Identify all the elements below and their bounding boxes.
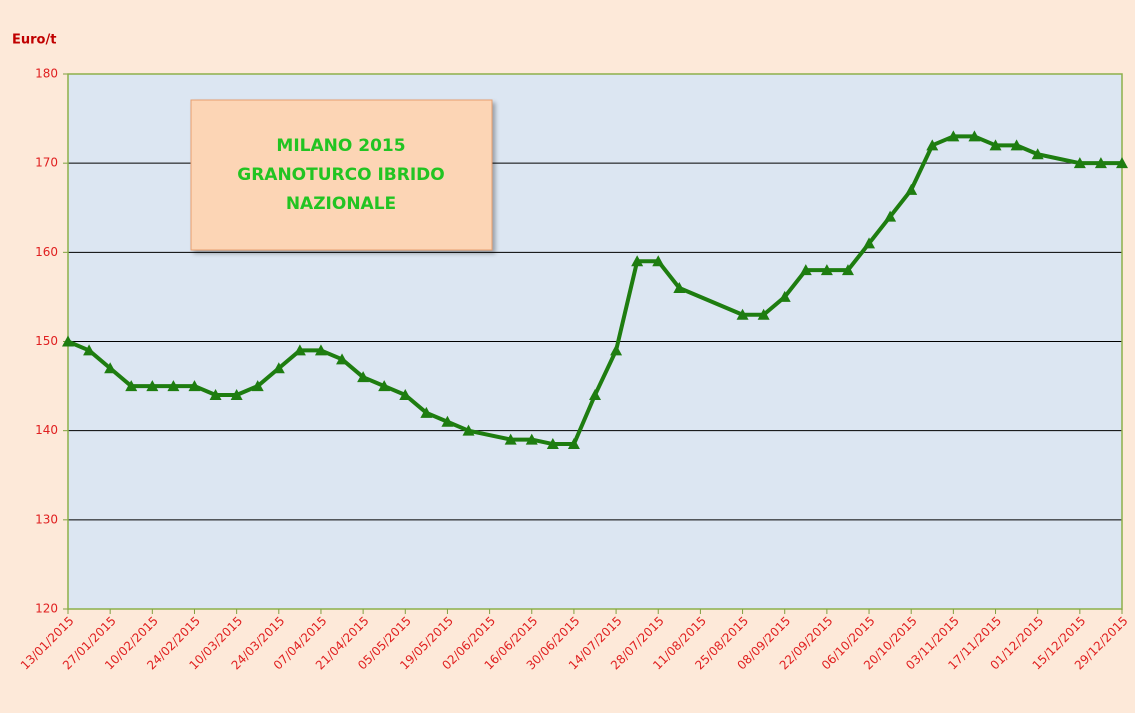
marker [167,380,180,392]
marker [778,290,791,302]
annotation-box [190,99,493,251]
marker [441,415,454,427]
annotation-text: MILANO 2015 [276,136,405,156]
marker [1031,148,1044,160]
marker [420,406,433,418]
marker [378,380,391,392]
marker [504,433,517,445]
marker [1116,157,1128,169]
marker [146,380,159,392]
marker [610,344,623,356]
marker [1094,157,1107,169]
marker [546,438,559,450]
marker [757,308,770,320]
marker [104,362,117,374]
marker [968,130,981,142]
marker [673,282,686,293]
marker [336,353,349,365]
y-tick-label: 170 [35,156,58,170]
marker [820,264,833,276]
marker [841,264,854,276]
marker [736,308,749,320]
marker [314,344,327,356]
marker [652,255,665,267]
y-axis-label: Euro/t [12,33,56,48]
marker [62,335,74,347]
y-tick-label: 130 [35,512,58,526]
marker [863,237,876,249]
marker [905,183,918,195]
marker [272,362,285,374]
y-tick-label: 160 [35,245,58,259]
marker [631,255,644,267]
annotation-text: NAZIONALE [286,194,396,214]
marker [230,389,243,400]
marker [125,380,138,392]
marker [947,130,960,142]
marker [799,264,812,276]
marker [251,380,264,392]
y-tick-label: 120 [35,602,58,616]
marker [1073,157,1086,169]
y-tick-label: 150 [35,334,58,348]
annotation-text: GRANOTURCO IBRIDO [237,165,444,185]
marker [989,139,1002,151]
marker [567,438,580,450]
marker [188,380,201,392]
marker [293,344,306,356]
marker [83,344,96,356]
marker [926,139,939,151]
marker [209,389,222,400]
marker [462,424,475,436]
marker [884,210,897,222]
marker [399,389,412,400]
y-tick-label: 180 [35,67,58,81]
marker [357,371,370,383]
y-tick-label: 140 [35,423,58,437]
marker [1010,139,1023,151]
marker [589,389,601,400]
marker [525,433,538,445]
